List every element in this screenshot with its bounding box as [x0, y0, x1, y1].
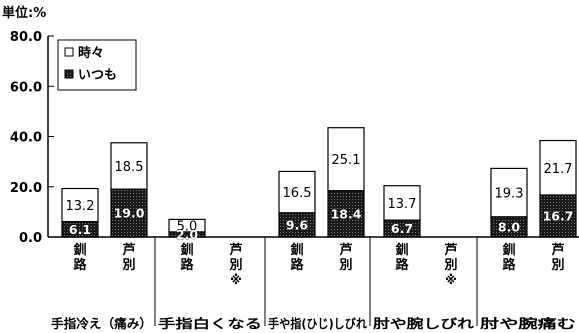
legend-label-tokidoki: 時々	[78, 45, 104, 61]
data-label-tokidoki: 19.3	[495, 187, 524, 202]
data-label-itsumo: 6.1	[69, 222, 91, 237]
data-label-tokidoki: 13.7	[388, 197, 417, 212]
data-label-tokidoki: 18.5	[115, 160, 144, 175]
bar-segment-tokidoki	[490, 167, 528, 218]
y-tick-label: 60.0	[10, 80, 42, 95]
group-label: 手や指(ひじ)しびれ	[268, 316, 367, 331]
bar-category-label: 芦別※	[443, 242, 457, 287]
bar-segment-itsumo	[278, 212, 316, 238]
group-label: 手指冷え（痛み）	[51, 316, 152, 331]
bar-category-label: 釧路	[180, 242, 194, 273]
data-label-itsumo: 8.0	[498, 219, 520, 234]
bar-category-label: 釧路	[290, 242, 304, 273]
bar-segment-tokidoki	[61, 187, 99, 223]
data-label-itsumo: 19.0	[114, 206, 145, 221]
data-label-itsumo: 9.6	[286, 217, 308, 232]
data-label-tokidoki: 16.5	[283, 186, 312, 201]
data-label-itsumo: 6.7	[391, 221, 413, 236]
group-label: 肘や腕痛む	[480, 316, 576, 331]
bar-segment-itsumo	[490, 216, 528, 238]
y-tick-label: 40.0	[10, 131, 42, 146]
y-tick-label: 0.0	[19, 231, 42, 246]
bar-category-label: 釧路	[73, 242, 87, 273]
group-label: 手指白くなる	[158, 316, 262, 331]
bar-category-label: 釧路	[395, 242, 409, 273]
bar-segment-itsumo	[61, 221, 99, 238]
bar-category-label: 芦別※	[228, 242, 242, 287]
bar-category-label: 芦別	[338, 242, 352, 273]
data-label-tokidoki: 25.1	[332, 153, 361, 168]
bars: 13.2 6.1 18.5 19.0 5.02.0 16.5 9.6 25.1 18.4 13.7…	[61, 127, 577, 242]
data-label-itsumo: 18.4	[331, 206, 362, 221]
data-label-itsumo: 2.0	[176, 227, 198, 242]
data-label-tokidoki: 21.7	[544, 162, 573, 177]
bar-category-label: 釧路	[502, 242, 516, 273]
data-label-tokidoki: 13.2	[66, 199, 95, 214]
legend-swatch-tokidoki	[64, 47, 74, 57]
legend-label-itsumo: いつも	[78, 68, 117, 83]
bar-segment-itsumo	[110, 188, 148, 238]
bar-segment-tokidoki	[110, 142, 148, 190]
data-label-itsumo: 16.7	[543, 209, 574, 224]
group-label: 肘や腕しびれ	[373, 316, 475, 331]
bar-segment-itsumo	[168, 231, 206, 238]
data-label-tokidoki: 5.0	[177, 220, 198, 235]
bar-category-label: 芦別	[550, 242, 564, 273]
bar-segment-itsumo	[327, 190, 365, 238]
bar-category-label: 芦別	[121, 242, 135, 273]
y-tick-label: 20.0	[10, 181, 42, 196]
unit-label: 単位:%	[2, 6, 47, 21]
bar-segment-itsumo	[539, 194, 577, 238]
legend-swatch-itsumo	[64, 69, 74, 79]
y-tick-label: 80.0	[10, 30, 42, 45]
bar-segment-tokidoki	[278, 170, 316, 214]
bar-segment-tokidoki	[539, 139, 577, 196]
bar-segment-itsumo	[383, 219, 421, 238]
